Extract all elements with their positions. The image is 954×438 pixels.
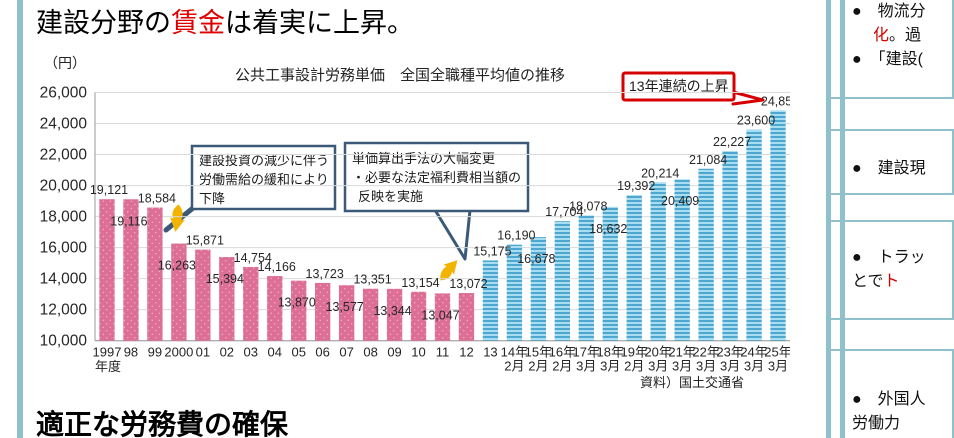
svg-text:18,584: 18,584 [138,192,176,206]
svg-text:99: 99 [148,345,162,360]
svg-text:03: 03 [244,345,258,360]
svg-text:13,154: 13,154 [401,276,439,290]
svg-text:12,000: 12,000 [40,302,88,319]
svg-text:15,871: 15,871 [186,234,224,248]
svg-text:単価算出手法の大幅変更: 単価算出手法の大幅変更 [352,151,495,166]
svg-text:24,852: 24,852 [761,94,790,108]
svg-text:26,000: 26,000 [40,85,88,102]
svg-text:20,000: 20,000 [40,178,88,195]
svg-text:3月: 3月 [600,359,620,374]
svg-text:12: 12 [459,345,473,360]
svg-text:2月: 2月 [552,359,572,374]
svg-text:3月: 3月 [576,359,596,374]
svg-text:2月: 2月 [528,359,548,374]
svg-text:21,084: 21,084 [689,153,727,167]
svg-text:13: 13 [483,345,497,360]
svg-text:13,577: 13,577 [326,300,364,314]
svg-text:11: 11 [436,345,450,360]
svg-text:労働需給の緩和により: 労働需給の緩和により [199,172,329,187]
svg-text:16,000: 16,000 [40,240,88,257]
svg-text:22,000: 22,000 [40,147,88,164]
svg-text:05: 05 [291,345,305,360]
svg-text:16,263: 16,263 [158,259,196,273]
svg-text:建設投資の減少に伴う: 建設投資の減少に伴う [199,153,329,168]
svg-text:20,409: 20,409 [661,194,699,208]
svg-text:07: 07 [339,345,353,360]
svg-text:反映を実施: 反映を実施 [358,189,423,204]
svg-text:04: 04 [268,345,282,360]
svg-text:13年連続の上昇: 13年連続の上昇 [629,78,729,94]
svg-text:23,600: 23,600 [737,114,775,128]
svg-text:02: 02 [220,345,234,360]
svg-text:08: 08 [363,345,377,360]
svg-text:13,344: 13,344 [373,304,411,318]
svg-text:3月: 3月 [744,359,764,374]
svg-text:16,190: 16,190 [497,229,535,243]
svg-text:14,166: 14,166 [258,260,296,274]
svg-text:公共工事設計労務単価 全国全職種平均値の推移: 公共工事設計労務単価 全国全職種平均値の推移 [235,66,565,84]
svg-text:13,072: 13,072 [449,277,487,291]
svg-text:20,214: 20,214 [641,166,679,180]
svg-text:18,078: 18,078 [569,199,607,213]
svg-text:10: 10 [411,345,425,360]
svg-text:25年: 25年 [764,345,790,360]
svg-text:13,870: 13,870 [278,296,316,310]
svg-text:13,351: 13,351 [353,273,391,287]
svg-text:18,000: 18,000 [40,209,88,226]
svg-text:06: 06 [315,345,329,360]
svg-text:19,121: 19,121 [90,183,128,197]
svg-text:24,000: 24,000 [40,116,88,133]
svg-text:15,394: 15,394 [206,272,244,286]
svg-text:3月: 3月 [768,359,788,374]
svg-text:・必要な法定福利費相当額の: ・必要な法定福利費相当額の [352,170,521,185]
svg-text:（円）: （円） [44,55,86,71]
svg-text:10,000: 10,000 [40,333,88,350]
svg-text:2月: 2月 [504,359,524,374]
svg-text:01: 01 [196,345,210,360]
svg-text:下降: 下降 [199,191,225,206]
svg-text:15,175: 15,175 [473,244,511,258]
svg-text:13,723: 13,723 [306,267,344,281]
svg-text:14,000: 14,000 [40,271,88,288]
svg-text:98: 98 [124,345,138,360]
svg-text:19,392: 19,392 [617,179,655,193]
svg-text:19,116: 19,116 [110,214,147,228]
svg-text:16,678: 16,678 [517,252,555,266]
svg-text:2000: 2000 [164,345,193,360]
svg-text:13,047: 13,047 [421,308,459,322]
svg-text:18,632: 18,632 [589,222,627,236]
svg-text:09: 09 [387,345,401,360]
svg-text:22,227: 22,227 [713,135,751,149]
